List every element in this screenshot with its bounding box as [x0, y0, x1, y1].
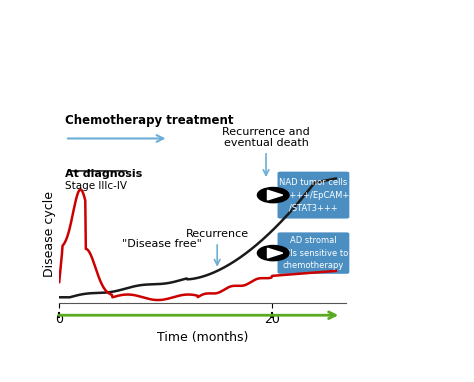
- Circle shape: [257, 188, 289, 203]
- X-axis label: Time (months): Time (months): [157, 331, 248, 344]
- Text: Recurrence and
eventual death: Recurrence and eventual death: [222, 126, 310, 148]
- Text: Recurrence: Recurrence: [186, 229, 249, 239]
- Polygon shape: [267, 190, 283, 200]
- Text: At diagnosis: At diagnosis: [65, 169, 142, 179]
- Y-axis label: Disease cycle: Disease cycle: [44, 191, 56, 277]
- FancyBboxPatch shape: [277, 232, 349, 274]
- Circle shape: [257, 246, 289, 261]
- Text: NAD tumor cells
CA125+++/EpCAM+++
/STAT3+++: NAD tumor cells CA125+++/EpCAM+++ /STAT3…: [263, 178, 364, 212]
- Text: "Disease free": "Disease free": [122, 239, 202, 249]
- Text: AD stromal
cells sensitive to
chemotherapy: AD stromal cells sensitive to chemothera…: [278, 236, 348, 270]
- Text: Chemotherapy treatment: Chemotherapy treatment: [65, 115, 234, 128]
- Text: Stage IIIc-IV: Stage IIIc-IV: [65, 181, 127, 191]
- Polygon shape: [267, 248, 283, 258]
- FancyBboxPatch shape: [277, 172, 349, 219]
